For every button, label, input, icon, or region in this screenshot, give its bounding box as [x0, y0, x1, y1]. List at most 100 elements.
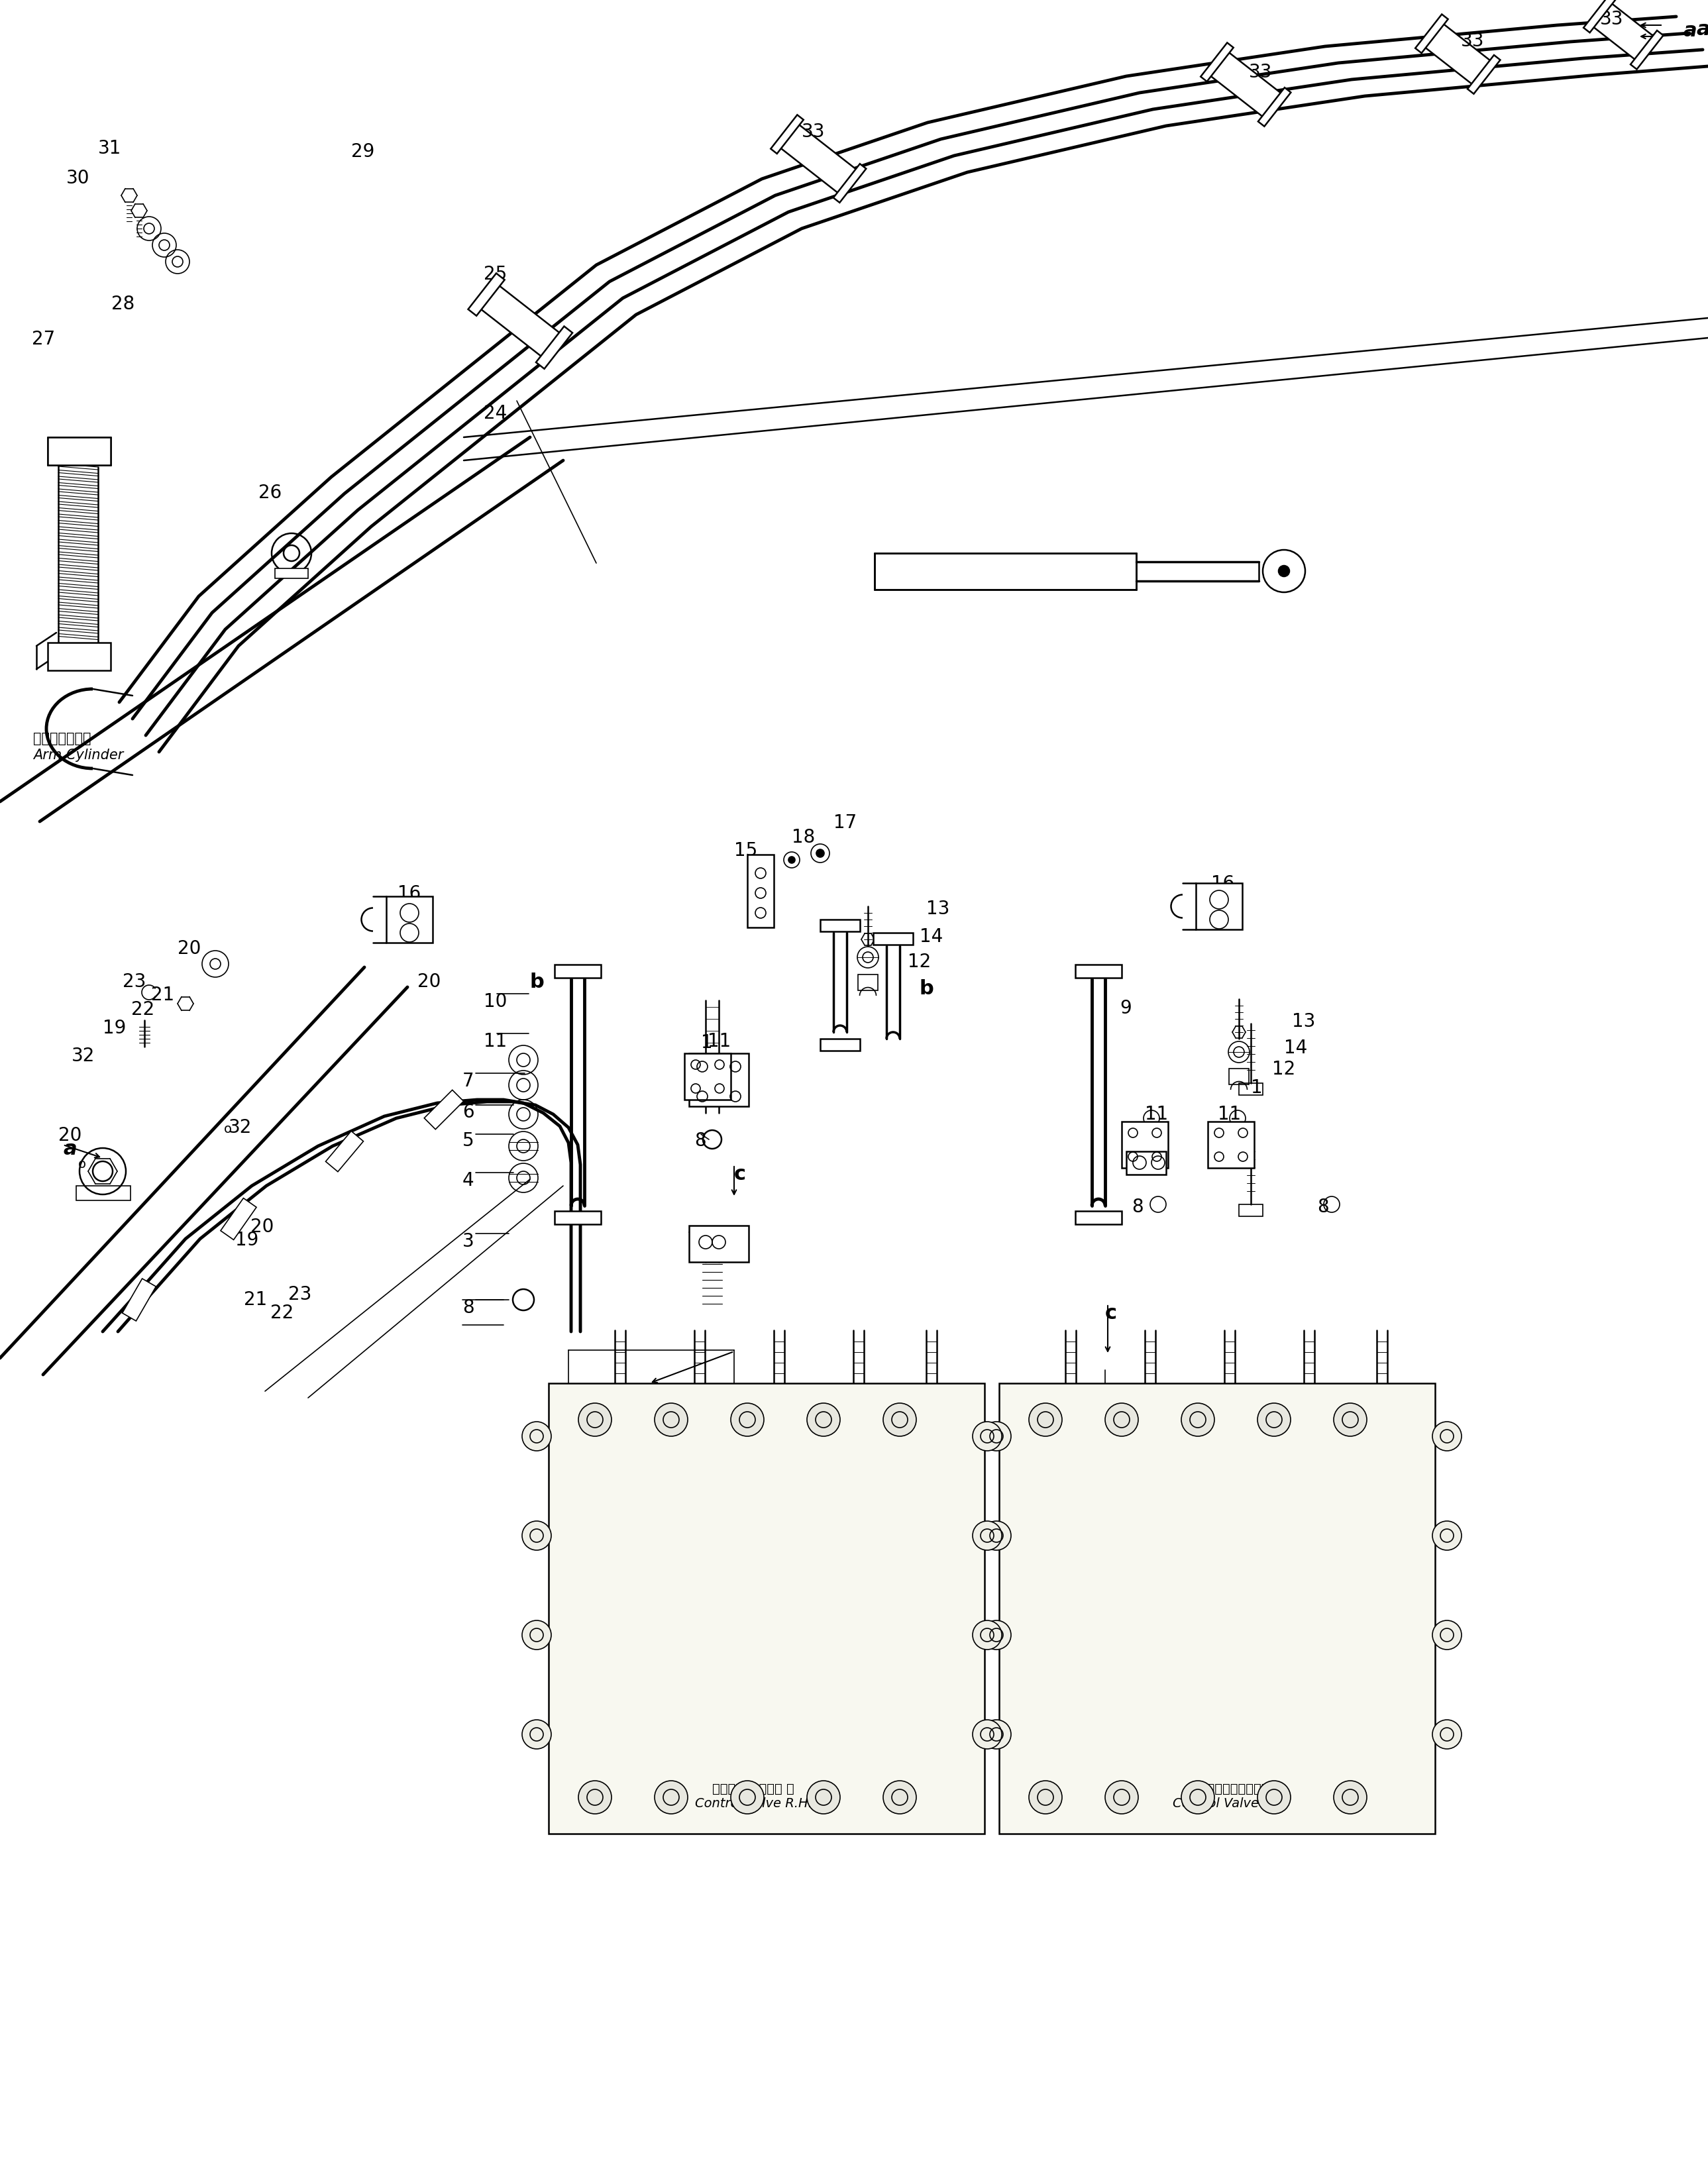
Circle shape [982, 1721, 1011, 1749]
Bar [1590, 2, 1657, 63]
Text: 13: 13 [1291, 1013, 1315, 1030]
Text: 33: 33 [801, 123, 825, 140]
Circle shape [654, 1781, 688, 1814]
Circle shape [523, 1721, 552, 1749]
Bar [1238, 1084, 1262, 1095]
Circle shape [816, 848, 825, 857]
Circle shape [654, 1403, 688, 1436]
Bar [48, 643, 111, 671]
Text: 11: 11 [1144, 1105, 1168, 1123]
Bar [1208, 1121, 1254, 1168]
Bar [1196, 883, 1242, 931]
Bar [874, 553, 1136, 589]
Bar [1076, 1211, 1122, 1224]
Bar [468, 274, 504, 315]
Text: 20: 20 [417, 972, 441, 991]
Text: 12: 12 [907, 952, 931, 972]
Circle shape [1257, 1403, 1291, 1436]
Circle shape [1257, 1781, 1291, 1814]
Bar [999, 1384, 1435, 1833]
Text: 8: 8 [1317, 1198, 1329, 1216]
Circle shape [806, 1781, 840, 1814]
Bar [748, 855, 774, 928]
Bar [48, 438, 111, 464]
Text: 32: 32 [72, 1047, 96, 1064]
Circle shape [1182, 1403, 1214, 1436]
Circle shape [883, 1781, 915, 1814]
Bar [1467, 54, 1500, 93]
Bar [873, 933, 914, 946]
Text: c: c [1105, 1304, 1117, 1323]
Text: a: a [63, 1140, 77, 1159]
Text: 3: 3 [463, 1233, 475, 1250]
Text: 19: 19 [102, 1019, 126, 1038]
Text: 33: 33 [1460, 32, 1484, 50]
Bar [1423, 22, 1493, 86]
Text: 13: 13 [926, 900, 950, 918]
Text: 29: 29 [352, 142, 374, 162]
Text: コントロールバルブ左: コントロールバルブ左 [1192, 1783, 1269, 1794]
Text: 17: 17 [834, 814, 857, 831]
Bar [123, 1278, 155, 1321]
Bar [477, 283, 564, 358]
Bar [1208, 50, 1284, 119]
Circle shape [972, 1522, 1003, 1550]
Text: 15: 15 [734, 842, 757, 859]
Bar [685, 1054, 731, 1099]
Bar [555, 1211, 601, 1224]
Bar [1631, 30, 1664, 69]
Text: 26: 26 [258, 484, 282, 503]
Bar [386, 896, 432, 943]
Bar [1201, 43, 1233, 82]
Text: 32: 32 [229, 1118, 253, 1138]
Bar [326, 1131, 364, 1172]
Circle shape [1182, 1781, 1214, 1814]
Text: a: a [1682, 22, 1696, 41]
Text: 16: 16 [1211, 874, 1235, 894]
Text: 23: 23 [123, 972, 145, 991]
Bar [1259, 89, 1291, 127]
Circle shape [982, 1421, 1011, 1451]
Text: 20: 20 [178, 939, 202, 959]
Circle shape [1433, 1721, 1462, 1749]
Circle shape [972, 1421, 1003, 1451]
Circle shape [1105, 1781, 1138, 1814]
Circle shape [972, 1621, 1003, 1649]
Circle shape [1334, 1781, 1366, 1814]
Text: 16: 16 [398, 885, 420, 902]
Text: 8: 8 [463, 1298, 475, 1317]
Bar [1076, 965, 1122, 978]
Text: 24: 24 [483, 404, 507, 423]
Bar [770, 114, 803, 153]
Circle shape [883, 1403, 915, 1436]
Text: 33: 33 [1249, 63, 1272, 82]
Bar [77, 1185, 130, 1200]
Text: 8: 8 [695, 1131, 705, 1151]
Circle shape [1433, 1621, 1462, 1649]
Bar [1126, 1151, 1167, 1174]
Circle shape [731, 1403, 763, 1436]
Circle shape [523, 1621, 552, 1649]
Text: 10: 10 [483, 993, 507, 1010]
Text: b: b [529, 972, 545, 991]
Text: 23: 23 [289, 1285, 311, 1304]
Circle shape [1105, 1403, 1138, 1436]
Bar [424, 1090, 463, 1129]
Circle shape [1334, 1403, 1366, 1436]
Text: Arm Cylinder: Arm Cylinder [32, 749, 123, 762]
Text: o: o [79, 1157, 85, 1170]
Text: 11: 11 [1218, 1105, 1242, 1123]
Circle shape [92, 1162, 113, 1181]
Text: 14: 14 [919, 928, 943, 946]
Text: 21: 21 [150, 987, 174, 1004]
Bar [688, 1054, 748, 1105]
Bar [834, 164, 866, 203]
Text: c: c [734, 1164, 746, 1183]
Text: 11: 11 [707, 1032, 731, 1051]
Circle shape [1028, 1781, 1062, 1814]
Bar [857, 974, 878, 991]
Circle shape [789, 857, 794, 864]
Circle shape [982, 1522, 1011, 1550]
Text: o: o [224, 1123, 232, 1136]
Bar [1583, 0, 1616, 32]
